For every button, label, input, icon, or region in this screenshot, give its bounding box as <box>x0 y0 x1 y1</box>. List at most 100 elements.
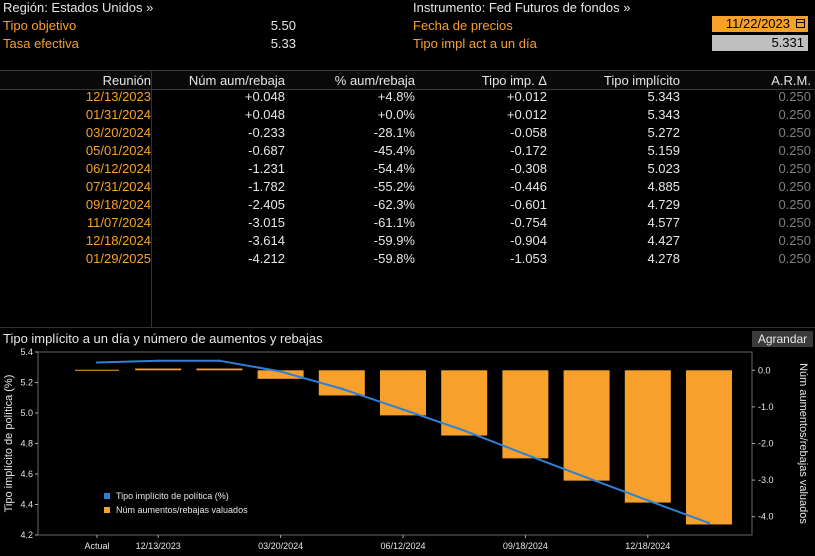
cell-num-hikes: -3.015 <box>248 215 285 230</box>
line-series-point <box>707 521 711 525</box>
cell-rate-delta: -0.754 <box>510 215 547 230</box>
cell-pct-hikes: -54.4% <box>373 161 415 176</box>
cell-pct-hikes: -59.8% <box>373 251 415 266</box>
col-header-implied-rate[interactable]: Tipo implícito <box>603 73 680 88</box>
table-row[interactable]: 06/12/2024 -1.231 -54.4% -0.308 5.023 0.250 <box>0 160 815 178</box>
calendar-icon[interactable] <box>796 19 805 28</box>
cell-implied-rate: 4.577 <box>647 215 680 230</box>
cell-pct-hikes: -28.1% <box>373 125 415 140</box>
bar-series-bar <box>196 368 243 371</box>
cell-meeting-date: 06/12/2024 <box>85 161 151 176</box>
x-tick-label: Actual <box>84 541 109 551</box>
legend-bar-swatch <box>104 507 110 513</box>
y2-tick-label: -4.0 <box>758 512 774 522</box>
implied-rate-value: 5.331 <box>712 35 808 51</box>
y-tick-label: 4.2 <box>20 530 33 540</box>
target-rate-value: 5.50 <box>270 18 296 33</box>
cell-rate-delta: -0.601 <box>510 197 547 212</box>
x-tick-label: 06/12/2024 <box>380 541 425 551</box>
line-series-point <box>157 359 160 362</box>
implied-rate-label: Tipo impl act a un día <box>413 36 537 51</box>
line-series-point <box>646 499 649 502</box>
cell-num-hikes: -1.231 <box>248 161 285 176</box>
y2-tick-label: -2.0 <box>758 439 774 449</box>
section-divider <box>0 327 815 328</box>
cell-rate-delta: -0.446 <box>510 179 547 194</box>
y2-tick-label: 0.0 <box>758 365 771 375</box>
cell-pct-hikes: +0.0% <box>377 107 415 122</box>
cell-meeting-date: 09/18/2024 <box>85 197 151 212</box>
table-row[interactable]: 03/20/2024 -0.233 -28.1% -0.058 5.272 0.250 <box>0 124 815 142</box>
y-tick-label: 4.6 <box>20 469 33 479</box>
cell-implied-rate: 4.427 <box>647 233 680 248</box>
cell-meeting-date: 05/01/2024 <box>85 143 151 158</box>
table-row[interactable]: 01/31/2024 +0.048 +0.0% +0.012 5.343 0.250 <box>0 106 815 124</box>
price-date-field[interactable]: 11/22/2023 <box>712 16 808 32</box>
col-header-meeting[interactable]: Reunión <box>102 73 151 88</box>
price-date-value: 11/22/2023 <box>725 16 790 31</box>
cell-arm: 0.250 <box>778 197 811 212</box>
table-row[interactable]: 12/13/2023 +0.048 +4.8% +0.012 5.343 0.250 <box>0 88 815 106</box>
cell-implied-rate: 4.729 <box>647 197 680 212</box>
table-row[interactable]: 12/18/2024 -3.614 -59.9% -0.904 4.427 0.250 <box>0 232 815 250</box>
table-header: Reunión Núm aum/rebaja % aum/rebaja Tipo… <box>0 70 815 90</box>
bar-series-bar <box>257 370 304 379</box>
y2-tick-label: -3.0 <box>758 475 774 485</box>
y-axis-title: Tipo implícito de política (%) <box>3 375 15 513</box>
col-header-rate-delta[interactable]: Tipo imp. Δ <box>481 73 547 88</box>
col-header-num-hikes[interactable]: Núm aum/rebaja <box>188 73 285 88</box>
line-series-point <box>463 429 466 432</box>
legend-line-swatch <box>104 493 110 499</box>
cell-implied-rate: 4.278 <box>647 251 680 266</box>
cell-meeting-date: 03/20/2024 <box>85 125 151 140</box>
cell-arm: 0.250 <box>778 179 811 194</box>
cell-num-hikes: +0.048 <box>244 89 285 104</box>
cell-meeting-date: 07/31/2024 <box>85 179 151 194</box>
expand-button[interactable]: Agrandar <box>752 331 813 347</box>
line-series-point <box>218 359 221 362</box>
table-row[interactable]: 09/18/2024 -2.405 -62.3% -0.601 4.729 0.250 <box>0 196 815 214</box>
cell-num-hikes: +0.048 <box>244 107 285 122</box>
cell-meeting-date: 12/18/2024 <box>85 233 151 248</box>
cell-pct-hikes: -45.4% <box>373 143 415 158</box>
cell-implied-rate: 5.343 <box>647 89 680 104</box>
instrument-link[interactable]: Instrumento: Fed Futuros de fondos » <box>413 0 631 15</box>
col-header-arm[interactable]: A.R.M. <box>771 73 811 88</box>
bar-series-bar <box>624 370 671 503</box>
table-row[interactable]: 05/01/2024 -0.687 -45.4% -0.172 5.159 0.250 <box>0 142 815 160</box>
cell-meeting-date: 01/31/2024 <box>85 107 151 122</box>
cell-rate-delta: -1.053 <box>510 251 547 266</box>
cell-arm: 0.250 <box>778 215 811 230</box>
cell-arm: 0.250 <box>778 161 811 176</box>
cell-rate-delta: +0.012 <box>506 89 547 104</box>
cell-arm: 0.250 <box>778 89 811 104</box>
column-divider <box>151 70 152 327</box>
bar-series-bar <box>563 370 610 481</box>
table-row[interactable]: 07/31/2024 -1.782 -55.2% -0.446 4.885 0.250 <box>0 178 815 196</box>
target-rate-label: Tipo objetivo <box>3 18 77 33</box>
cell-implied-rate: 4.885 <box>647 179 680 194</box>
cell-implied-rate: 5.023 <box>647 161 680 176</box>
table-row[interactable]: 11/07/2024 -3.015 -61.1% -0.754 4.577 0.250 <box>0 214 815 232</box>
cell-pct-hikes: -55.2% <box>373 179 415 194</box>
bar-series-bar <box>502 370 549 459</box>
rate-chart: 5.4 5.2 5.0 4.8 4.6 4.4 4.2 0.0 -1.0 -2.0 -3.0 -4.0… <box>3 348 809 551</box>
bar-series-bar <box>135 368 182 371</box>
cell-meeting-date: 01/29/2025 <box>85 251 151 266</box>
line-series-point <box>95 361 99 364</box>
cell-meeting-date: 11/07/2024 <box>86 215 151 230</box>
cell-rate-delta: -0.058 <box>510 125 547 140</box>
y-tick-label: 5.0 <box>20 408 33 418</box>
region-link[interactable]: Región: Estados Unidos » <box>3 0 154 15</box>
line-series-point <box>524 453 527 456</box>
cell-num-hikes: -0.687 <box>248 143 285 158</box>
col-header-pct-hikes[interactable]: % aum/rebaja <box>334 73 415 88</box>
chart-title: Tipo implícito a un día y número de aume… <box>3 331 323 346</box>
cell-arm: 0.250 <box>778 233 811 248</box>
effective-rate-label: Tasa efectiva <box>3 36 79 51</box>
cell-num-hikes: -1.782 <box>248 179 285 194</box>
x-tick-label: 12/13/2023 <box>136 541 181 551</box>
cell-pct-hikes: -62.3% <box>373 197 415 212</box>
table-row[interactable]: 01/29/2025 -4.212 -59.8% -1.053 4.278 0.250 <box>0 250 815 268</box>
legend-bar-label: Núm aumentos/rebajas valuados <box>116 505 248 515</box>
